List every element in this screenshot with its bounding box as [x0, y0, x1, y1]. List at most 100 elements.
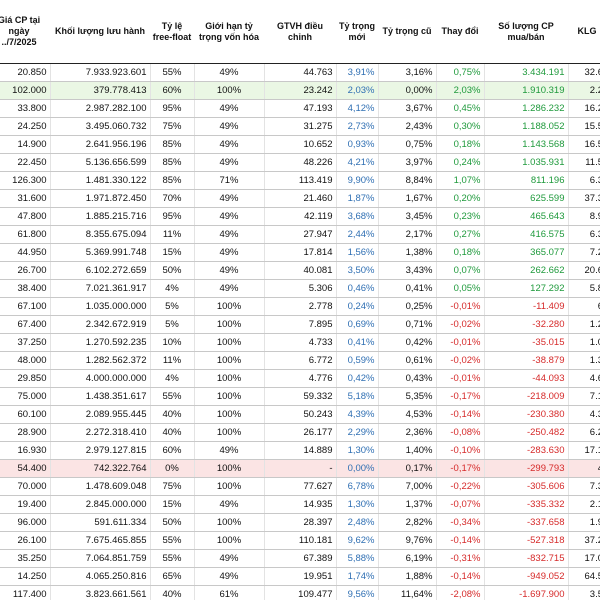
cell-shares-buy-sell: -337.658 — [483, 513, 568, 532]
cell-outstanding-shares: 1.478.609.048 — [49, 477, 150, 496]
cell-old-weight: 3,97% — [377, 153, 436, 172]
cell-outstanding-shares: 1.481.330.122 — [49, 171, 150, 190]
cell-klg: 1.2 — [567, 315, 600, 334]
cell-outstanding-shares: 2.272.318.410 — [49, 423, 150, 442]
cell-shares-buy-sell: -299.793 — [483, 459, 568, 478]
cell-price: 44.950 — [0, 243, 50, 262]
cell-adjusted-market-cap: 21.460 — [263, 189, 336, 208]
cell-change: 0,18% — [435, 243, 484, 262]
cell-adjusted-market-cap: 48.226 — [263, 153, 336, 172]
cell-price: 67.400 — [0, 315, 50, 334]
cell-free-float: 50% — [149, 261, 194, 280]
cell-cap-limit: 49% — [193, 567, 264, 586]
cell-free-float: 5% — [149, 315, 194, 334]
cell-adjusted-market-cap: 28.397 — [263, 513, 336, 532]
cell-price: 117.400 — [0, 585, 50, 600]
cell-price: 26.700 — [0, 261, 50, 280]
cell-shares-buy-sell: -38.879 — [483, 351, 568, 370]
table-row: 22.450 5.136.656.599 85% 49% 48.226 4,21% 3,97… — [0, 153, 600, 172]
cell-new-weight: 2,48% — [335, 513, 378, 532]
cell-klg: 1.0 — [567, 333, 600, 352]
table-row: 35.250 7.064.851.759 55% 49% 67.389 5,88% 6,19… — [0, 549, 600, 568]
table-row: 14.900 2.641.956.196 85% 49% 10.652 0,93% 0,75… — [0, 135, 600, 154]
cell-cap-limit: 100% — [193, 297, 264, 316]
cell-shares-buy-sell: -949.052 — [483, 567, 568, 586]
cell-new-weight: 2,44% — [335, 225, 378, 244]
cell-free-float: 55% — [149, 531, 194, 550]
header-klg: KLG — [568, 0, 600, 64]
cell-free-float: 60% — [149, 441, 194, 460]
cell-price: 35.250 — [0, 549, 50, 568]
cell-free-float: 40% — [149, 423, 194, 442]
header-new-weight: Tỷ trọng mới — [336, 0, 378, 64]
cell-adjusted-market-cap: 4.776 — [263, 369, 336, 388]
cell-shares-buy-sell: 811.196 — [483, 171, 568, 190]
cell-outstanding-shares: 2.987.282.100 — [49, 99, 150, 118]
cell-change: -0,17% — [435, 387, 484, 406]
cell-adjusted-market-cap: 27.947 — [263, 225, 336, 244]
cell-change: -0,10% — [435, 441, 484, 460]
cell-cap-limit: 100% — [193, 405, 264, 424]
cell-shares-buy-sell: 1.286.232 — [483, 99, 568, 118]
cell-shares-buy-sell: -1.697.900 — [483, 585, 568, 600]
cell-shares-buy-sell: -35.015 — [483, 333, 568, 352]
cell-outstanding-shares: 1.270.592.235 — [49, 333, 150, 352]
cell-shares-buy-sell: -283.630 — [483, 441, 568, 460]
cell-new-weight: 1,56% — [335, 243, 378, 262]
cell-new-weight: 3,50% — [335, 261, 378, 280]
table-row: 117.400 3.823.661.561 40% 61% 109.477 9,56% 11… — [0, 585, 600, 600]
cell-adjusted-market-cap: 31.275 — [263, 117, 336, 136]
cell-cap-limit: 49% — [193, 153, 264, 172]
cell-change: 0,23% — [435, 207, 484, 226]
cell-klg: 32.6 — [567, 63, 600, 82]
cell-free-float: 75% — [149, 477, 194, 496]
cell-change: -2,08% — [435, 585, 484, 600]
table-row: 20.850 7.933.923.601 55% 49% 44.763 3,91% 3,16… — [0, 63, 600, 82]
cell-adjusted-market-cap: 109.477 — [263, 585, 336, 600]
cell-cap-limit: 100% — [193, 387, 264, 406]
table-row: 48.000 1.282.562.372 11% 100% 6.772 0,59% 0,61… — [0, 351, 600, 370]
cell-klg: 2.1 — [567, 495, 600, 514]
table-row: 31.600 1.971.872.450 70% 49% 21.460 1,87% 1,67… — [0, 189, 600, 208]
cell-shares-buy-sell: -44.093 — [483, 369, 568, 388]
table-row: 67.400 2.342.672.919 5% 100% 7.895 0,69% 0,71%… — [0, 315, 600, 334]
cell-klg: 15.5 — [567, 117, 600, 136]
table-row: 75.000 1.438.351.617 55% 100% 59.332 5,18% 5,3… — [0, 387, 600, 406]
cell-old-weight: 3,45% — [377, 207, 436, 226]
cell-old-weight: 3,43% — [377, 261, 436, 280]
cell-free-float: 65% — [149, 567, 194, 586]
cell-price: 16.930 — [0, 441, 50, 460]
table-row: 19.400 2.845.000.000 15% 49% 14.935 1,30% 1,37… — [0, 495, 600, 514]
cell-change: -0,34% — [435, 513, 484, 532]
header-old-weight: Tỷ trọng cũ — [378, 0, 436, 64]
cell-klg: 64.5 — [567, 567, 600, 586]
cell-price: 67.100 — [0, 297, 50, 316]
cell-cap-limit: 100% — [193, 315, 264, 334]
cell-cap-limit: 100% — [193, 513, 264, 532]
cell-old-weight: 1,88% — [377, 567, 436, 586]
table-row: 14.250 4.065.250.816 65% 49% 19.951 1,74% 1,88… — [0, 567, 600, 586]
cell-klg: 3.5 — [567, 585, 600, 600]
cell-shares-buy-sell: -335.332 — [483, 495, 568, 514]
cell-old-weight: 2,36% — [377, 423, 436, 442]
cell-shares-buy-sell: 1.143.568 — [483, 135, 568, 154]
cell-klg: 6.2 — [567, 423, 600, 442]
cell-new-weight: 2,73% — [335, 117, 378, 136]
cell-cap-limit: 49% — [193, 225, 264, 244]
cell-klg: 2.2 — [567, 81, 600, 100]
cell-new-weight: 2,03% — [335, 81, 378, 100]
cell-new-weight: 9,90% — [335, 171, 378, 190]
cell-free-float: 85% — [149, 171, 194, 190]
cell-price: 33.800 — [0, 99, 50, 118]
cell-free-float: 60% — [149, 81, 194, 100]
cell-new-weight: 9,56% — [335, 585, 378, 600]
cell-klg: 17.0 — [567, 549, 600, 568]
cell-klg: 8.9 — [567, 207, 600, 226]
cell-adjusted-market-cap: 14.889 — [263, 441, 336, 460]
cell-shares-buy-sell: 1.188.052 — [483, 117, 568, 136]
cell-new-weight: 0,59% — [335, 351, 378, 370]
cell-free-float: 11% — [149, 225, 194, 244]
cell-adjusted-market-cap: 19.951 — [263, 567, 336, 586]
cell-cap-limit: 49% — [193, 441, 264, 460]
cell-new-weight: 0,42% — [335, 369, 378, 388]
